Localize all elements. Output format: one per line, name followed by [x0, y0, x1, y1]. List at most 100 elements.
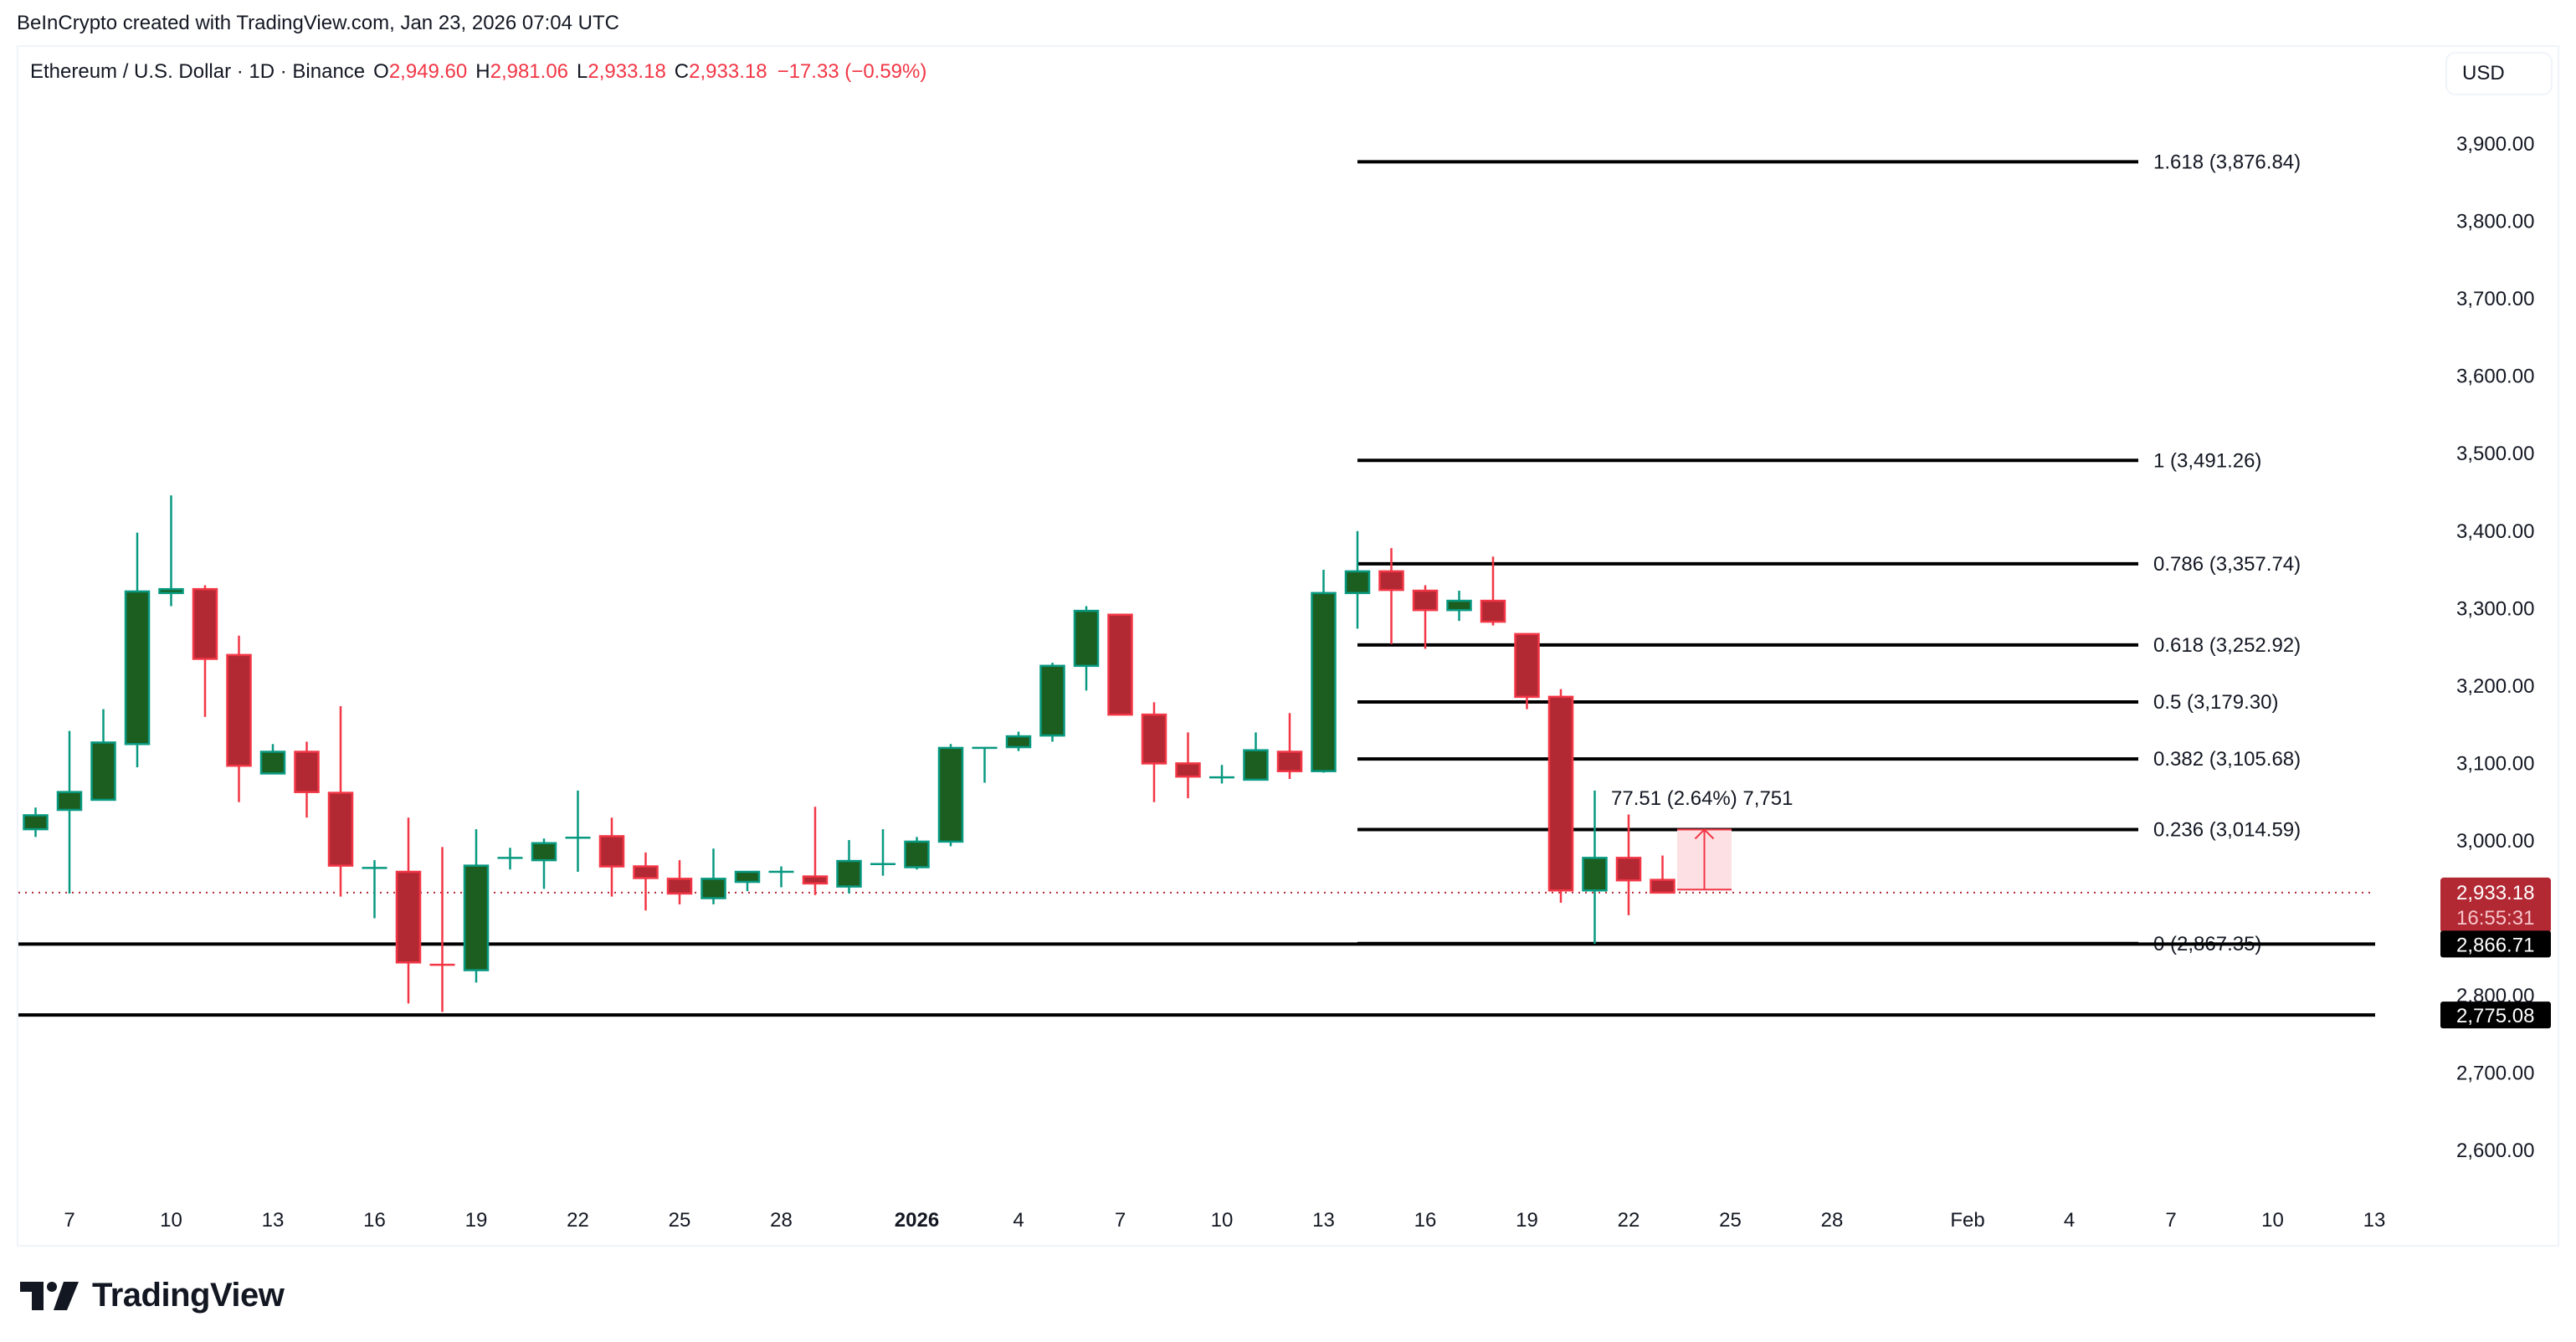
time-tick-label: 13 [262, 1209, 285, 1232]
candle-down [1141, 702, 1167, 802]
time-tick-label: 28 [770, 1209, 793, 1232]
support-1-badge-value: 2,866.71 [2456, 934, 2534, 956]
price-tick-label: 3,500.00 [2456, 443, 2534, 465]
tradingview-logo-icon [20, 1281, 79, 1310]
symbol-legend[interactable]: Ethereum / U.S. Dollar · 1D · Binance O2,… [30, 60, 926, 84]
candle-body [1412, 589, 1439, 612]
fib-level-label: 1 (3,491.26) [2153, 449, 2261, 472]
candle-down [1615, 814, 1642, 915]
candle-body [1005, 735, 1032, 749]
candle-down [192, 585, 218, 717]
candle-up [768, 866, 794, 888]
candle-body [463, 864, 490, 971]
fib-level-label: 0.5 (3,179.30) [2153, 691, 2278, 714]
candle-down [429, 847, 455, 1012]
time-tick-label: 10 [1211, 1209, 1234, 1232]
candle-body [192, 587, 218, 660]
fib-level-label: 1.618 (3,876.84) [2153, 151, 2301, 173]
fib-level-label: 0.618 (3,252.92) [2153, 634, 2301, 657]
candle-body [1141, 713, 1167, 765]
candle-body [1514, 633, 1540, 699]
tradingview-logo-text: TradingView [92, 1277, 285, 1314]
time-tick-label: 4 [2064, 1209, 2075, 1232]
candle-up [904, 837, 930, 870]
time-tick-label: 7 [1115, 1209, 1126, 1232]
support-1-badge [2440, 930, 2551, 958]
change-value: −17.33 (−0.59%) [777, 60, 927, 83]
time-tick-label: 28 [1821, 1209, 1844, 1232]
candle-body [1480, 599, 1506, 623]
arrow-head-icon [1694, 828, 1715, 840]
candle-body [1175, 762, 1201, 778]
time-tick-label: 22 [567, 1209, 589, 1232]
candle-up [870, 829, 895, 876]
candle-body [259, 750, 286, 775]
candle-body [56, 791, 83, 812]
candle-up [1582, 790, 1608, 945]
candle-down [1276, 713, 1303, 779]
candle-body [1650, 878, 1675, 894]
tradingview-logo[interactable]: TradingView [20, 1277, 285, 1314]
candle-body [1378, 570, 1404, 592]
candle-down [1480, 556, 1506, 626]
open-value: 2,949.60 [388, 60, 468, 83]
measure-label: 77.51 (2.64%) 7,751 [1611, 787, 1793, 810]
time-tick-label: 13 [2363, 1209, 2386, 1232]
time-tick-label: 4 [1013, 1209, 1024, 1232]
candle-down [1175, 732, 1201, 799]
candle-up [937, 744, 964, 847]
candle-body [1039, 664, 1065, 737]
close-value: 2,933.18 [689, 60, 767, 83]
support-2-badge [2440, 1001, 2551, 1029]
time-tick-label: 10 [2261, 1209, 2284, 1232]
candle-up [1311, 570, 1337, 773]
high-label: H [475, 60, 490, 83]
candle-body [327, 791, 354, 867]
candle-up [158, 495, 184, 607]
close-label: C [674, 60, 690, 83]
price-tick-label: 2,700.00 [2456, 1063, 2534, 1085]
price-axis-badges: 2,933.18 16:55:31 2,866.71 2,775.08 [2440, 877, 2551, 1029]
candle-body [1615, 857, 1642, 882]
low-label: L [577, 60, 588, 83]
candle-up [1209, 765, 1234, 784]
candle-body [124, 590, 151, 745]
candle-body [633, 865, 659, 879]
low-value: 2,933.18 [588, 60, 666, 83]
candle-down [633, 852, 659, 911]
price-tick-label: 3,300.00 [2456, 597, 2534, 620]
candle-up [1446, 591, 1472, 622]
time-tick-label: Feb [1950, 1209, 1984, 1232]
candle-up [90, 709, 116, 802]
candle-up [1073, 606, 1100, 691]
candle-up [124, 532, 151, 768]
price-tick-label: 3,200.00 [2456, 675, 2534, 698]
candle-up [23, 807, 49, 837]
chart-credit: BeInCrypto created with TradingView.com,… [17, 12, 619, 34]
fib-level-label: 0.382 (3,105.68) [2153, 748, 2301, 771]
candle-up [1039, 663, 1065, 742]
currency-button[interactable]: USD [2445, 52, 2553, 95]
price-tick-label: 3,400.00 [2456, 520, 2534, 543]
fibonacci-retracement[interactable]: 1.618 (3,876.84) 1 (3,491.26) 0.786 (3,357… [1357, 151, 2301, 955]
candle-up [362, 860, 387, 919]
candle-down [1378, 548, 1404, 644]
candle-body [1073, 609, 1100, 668]
candle-up [734, 870, 761, 892]
time-tick-label: 7 [64, 1209, 74, 1232]
candle-down [802, 807, 829, 895]
candle-down [327, 705, 354, 897]
time-tick-label: 25 [1719, 1209, 1742, 1232]
time-tick-label: 7 [2165, 1209, 2176, 1232]
candle-body [1344, 570, 1371, 595]
price-axis[interactable]: 3,900.00 3,800.00 3,700.00 3,600.00 3,500.00… [2456, 133, 2534, 1162]
horizontal-support-lines[interactable] [18, 942, 2375, 1017]
time-axis[interactable]: 7 10 13 16 19 22 25 28 2026 4 7 10 13 16 19 22 25 28 Feb 4 7… [64, 1209, 2385, 1232]
price-range-measure[interactable]: 77.51 (2.64%) 7,751 [1611, 787, 1793, 891]
candle-body [802, 875, 829, 885]
candle-body [90, 741, 116, 802]
time-tick-label: 19 [1516, 1209, 1538, 1232]
candle-up [836, 840, 862, 894]
candle-down [598, 817, 625, 897]
